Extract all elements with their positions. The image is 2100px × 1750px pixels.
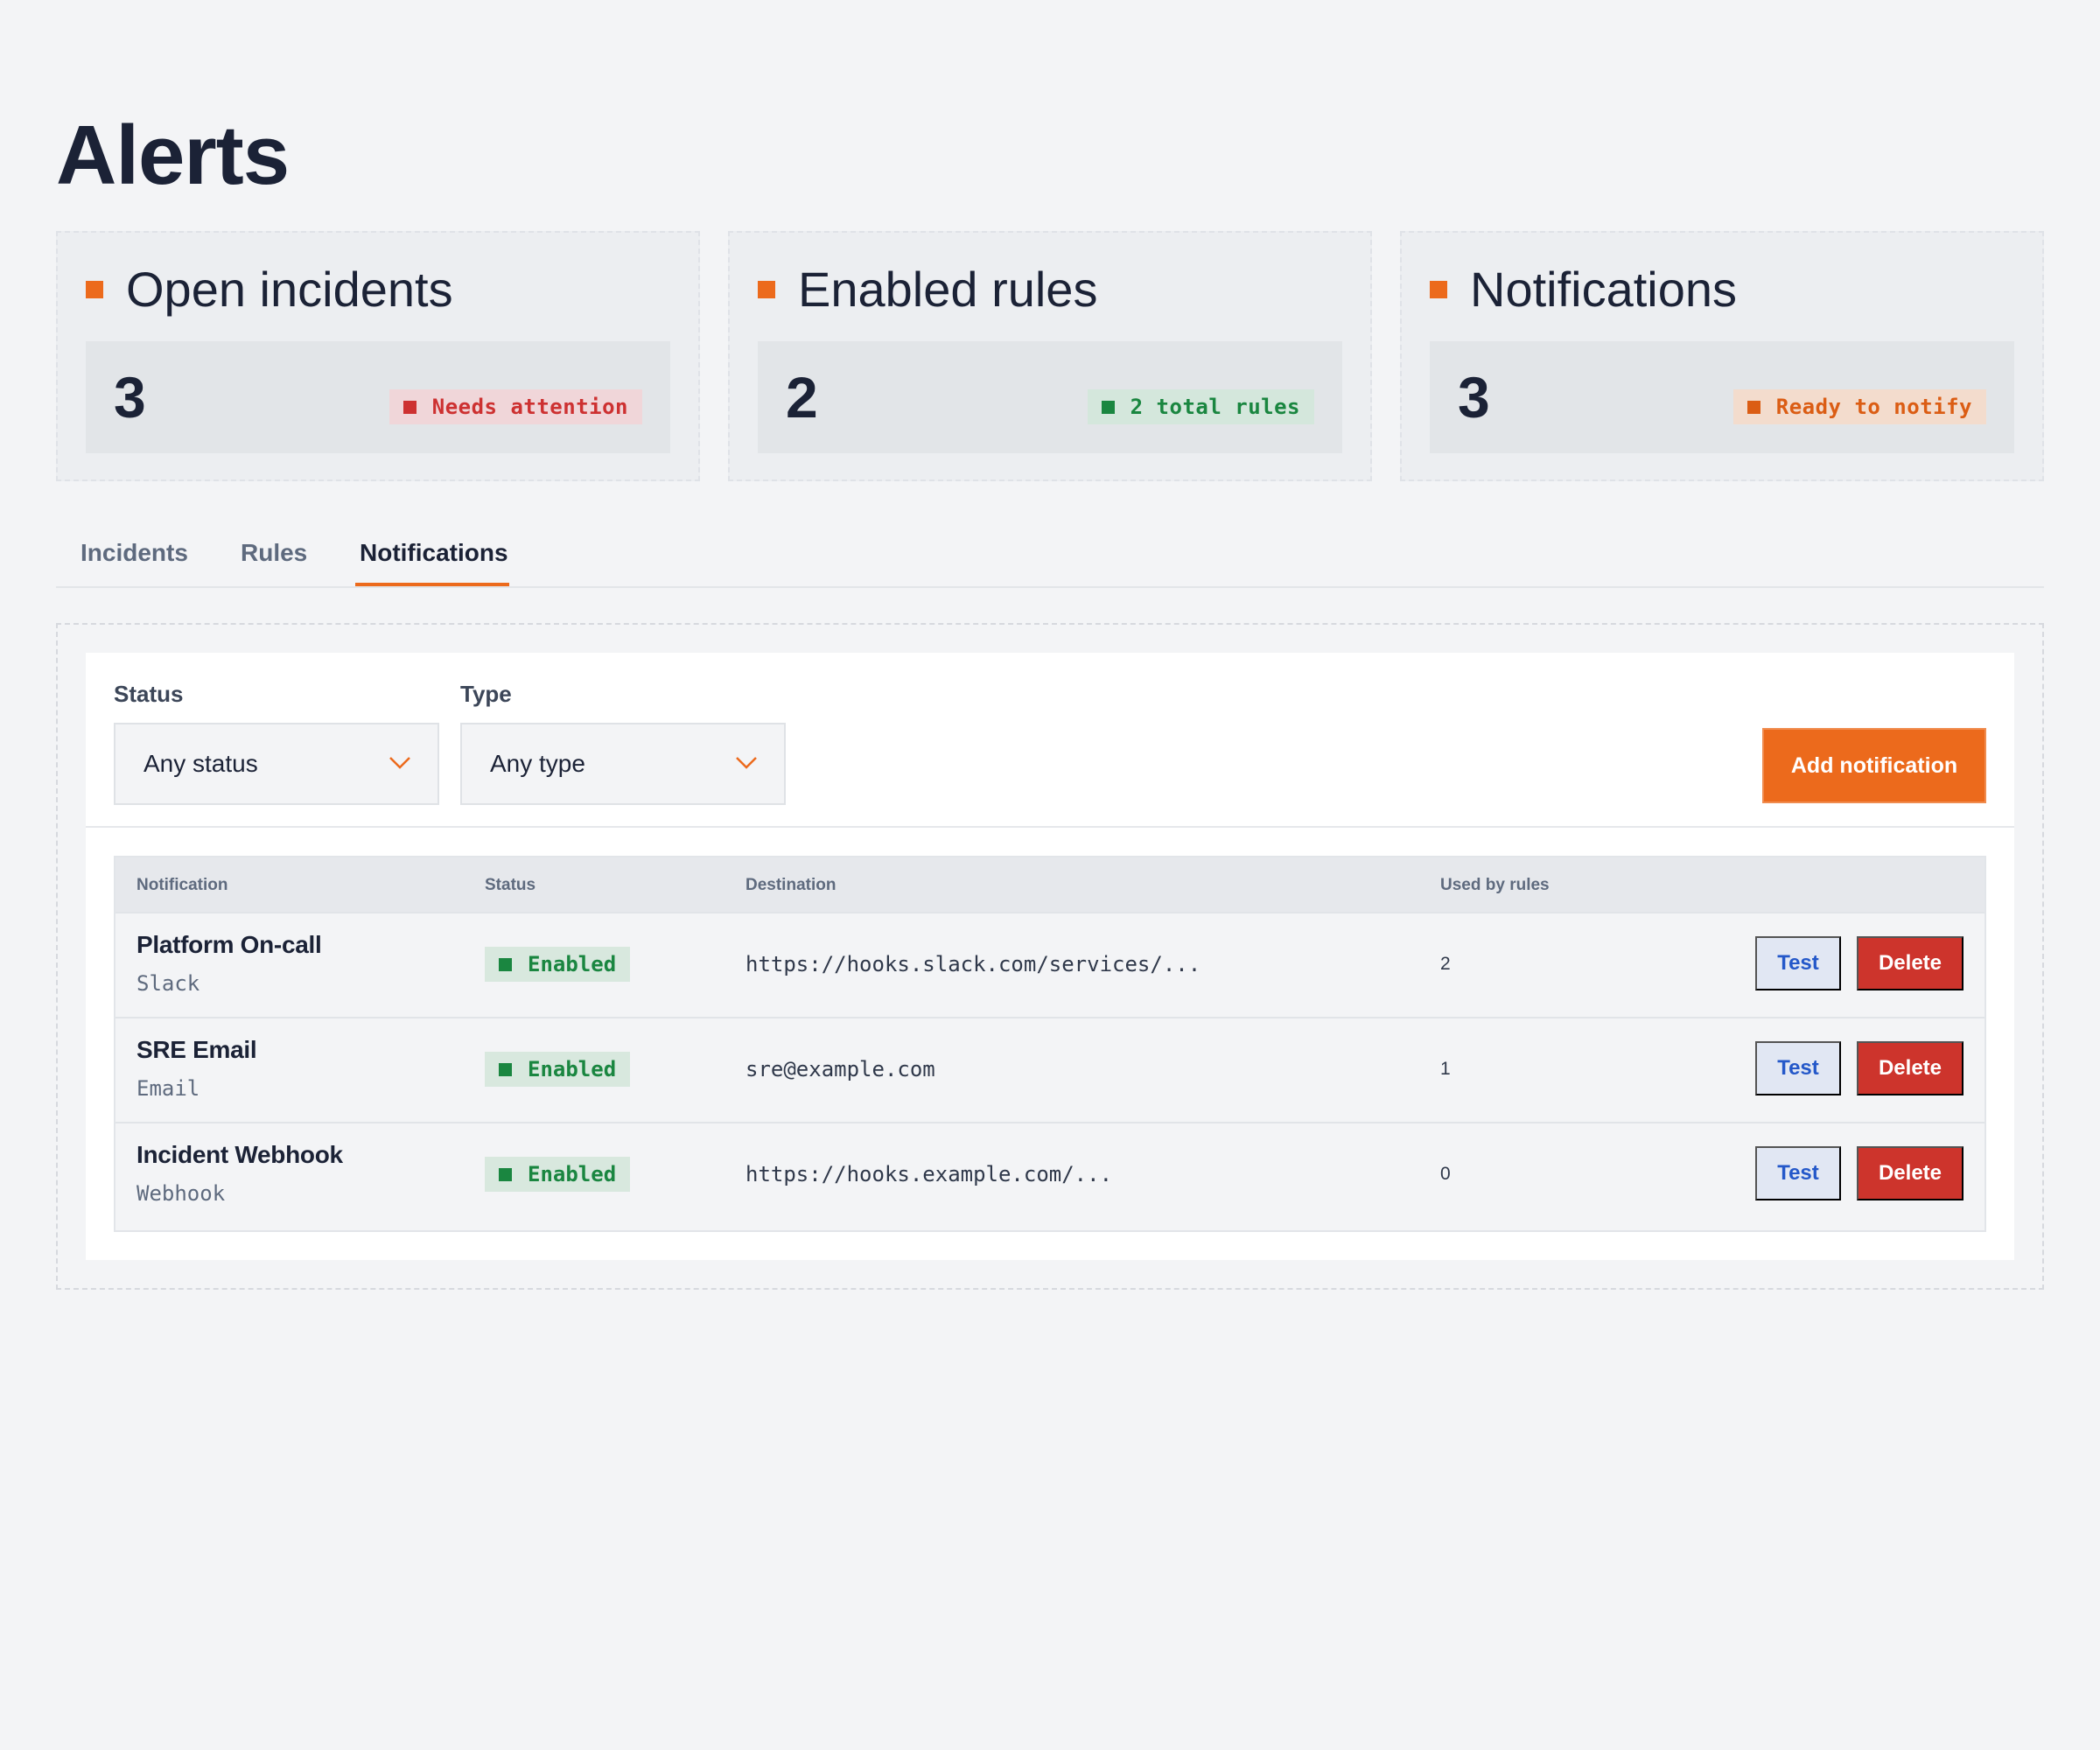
column-header-status: Status <box>485 876 536 894</box>
tab-incidents[interactable]: Incidents <box>80 539 188 566</box>
used-by-rules-count: 0 <box>1440 1164 1451 1184</box>
card-value: 3 <box>114 365 146 430</box>
chevron-down-icon <box>389 757 410 769</box>
card-value: 2 <box>786 365 818 430</box>
column-header-destination: Destination <box>746 876 836 894</box>
type-select[interactable]: Any type <box>460 723 786 805</box>
card-open-incidents: Open incidents 3 Needs attention <box>56 231 700 481</box>
square-bullet-icon <box>402 400 416 414</box>
square-marker-icon <box>758 281 775 298</box>
notifications-panel: Status Any status Type Any type Add noti… <box>56 623 2044 1290</box>
column-header-notification: Notification <box>136 876 228 894</box>
card-notifications: Notifications 3 Ready to notify <box>1400 231 2044 481</box>
delete-button[interactable]: Delete <box>1857 936 1964 990</box>
test-button[interactable]: Test <box>1755 936 1841 990</box>
filter-bar: Status Any status Type Any type Add noti… <box>86 653 2014 828</box>
notification-name: SRE Email <box>136 1036 257 1063</box>
status-badge: Enabled <box>485 1052 631 1087</box>
card-title: Open incidents <box>126 262 453 317</box>
test-button[interactable]: Test <box>1755 1041 1841 1096</box>
test-button[interactable]: Test <box>1755 1146 1841 1200</box>
page-title: Alerts <box>56 108 290 202</box>
tab-bar: Incidents Rules Notifications <box>56 522 2044 588</box>
destination: https://hooks.example.com/... <box>746 1162 1113 1186</box>
destination: sre@example.com <box>746 1057 935 1082</box>
square-bullet-icon <box>1101 400 1115 414</box>
square-marker-icon <box>1430 281 1447 298</box>
notification-name: Platform On-call <box>136 931 322 958</box>
status-select-value: Any status <box>144 750 258 777</box>
used-by-rules-count: 2 <box>1440 954 1451 974</box>
status-filter-label: Status <box>114 681 184 707</box>
delete-button[interactable]: Delete <box>1857 1146 1964 1200</box>
notification-name: Incident Webhook <box>136 1141 343 1168</box>
notification-type: Slack <box>136 971 200 996</box>
card-title: Enabled rules <box>798 262 1098 317</box>
notification-type: Webhook <box>136 1181 226 1206</box>
chevron-down-icon <box>736 757 757 769</box>
used-by-rules-count: 1 <box>1440 1059 1451 1079</box>
card-title: Notifications <box>1470 262 1738 317</box>
notification-type: Email <box>136 1076 200 1101</box>
square-marker-icon <box>86 281 103 298</box>
card-enabled-rules: Enabled rules 2 2 total rules <box>728 231 1372 481</box>
column-header-used-by-rules: Used by rules <box>1440 876 1550 894</box>
square-bullet-icon <box>499 1167 512 1181</box>
table-header: Notification Status Destination Used by … <box>116 858 1984 914</box>
square-bullet-icon <box>1746 400 1760 414</box>
destination: https://hooks.slack.com/services/... <box>746 952 1201 976</box>
type-filter-label: Type <box>460 681 512 707</box>
status-badge: Needs attention <box>388 389 642 424</box>
status-badge: Enabled <box>485 1157 631 1192</box>
table-row: Incident Webhook Webhook Enabled https:/… <box>116 1122 1984 1227</box>
table-row: SRE Email Email Enabled sre@example.com … <box>116 1017 1984 1122</box>
status-badge: Enabled <box>485 947 631 982</box>
table-row: Platform On-call Slack Enabled https://h… <box>116 912 1984 1017</box>
status-select[interactable]: Any status <box>114 723 439 805</box>
tab-notifications[interactable]: Notifications <box>360 539 508 566</box>
notifications-table: Notification Status Destination Used by … <box>114 856 1986 1232</box>
add-notification-button[interactable]: Add notification <box>1762 728 1986 803</box>
square-bullet-icon <box>499 1062 512 1076</box>
delete-button[interactable]: Delete <box>1857 1041 1964 1096</box>
square-bullet-icon <box>499 957 512 971</box>
card-value: 3 <box>1458 365 1490 430</box>
status-badge: Ready to notify <box>1732 389 1986 424</box>
tab-rules[interactable]: Rules <box>241 539 308 566</box>
active-tab-indicator <box>355 583 509 586</box>
status-badge: 2 total rules <box>1087 389 1314 424</box>
summary-cards: Open incidents 3 Needs attention Enabled… <box>56 231 2044 481</box>
type-select-value: Any type <box>490 750 585 777</box>
